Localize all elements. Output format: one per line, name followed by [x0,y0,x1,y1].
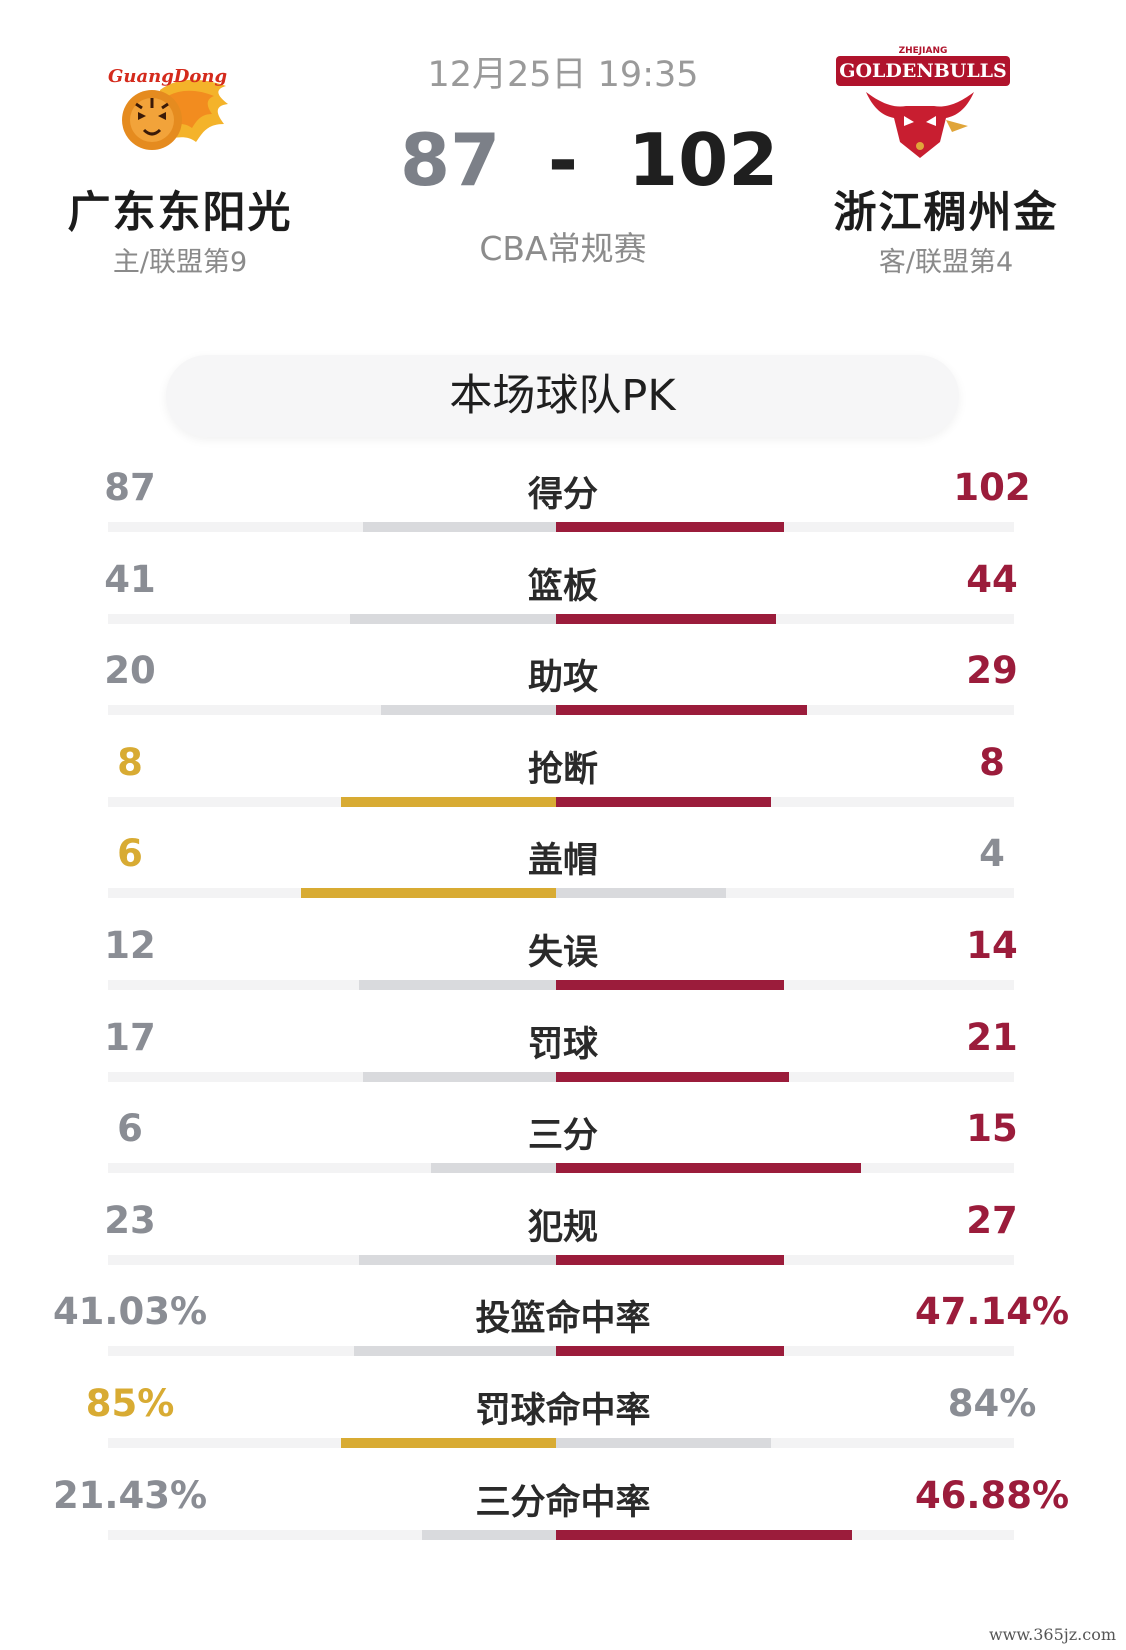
away-stat-bar [556,1529,852,1540]
home-team-rank: 主/联盟第9 [112,247,248,278]
away-score: 102 [628,118,779,202]
stat-label: 失误 [527,933,598,973]
stat-label: 犯规 [527,1207,598,1248]
away-stat-bar [556,888,726,899]
away-stat-bar [556,522,784,532]
match-league: CBA常规赛 [479,229,647,268]
stat-label: 罚球命中率 [475,1391,651,1431]
home-stat-value: 12 [104,924,156,967]
stat-label: 抢断 [527,749,598,790]
stat-label: 三分 [527,1116,598,1157]
away-logo-text: GOLDENBULLS [836,56,1010,86]
stat-label: 助攻 [527,658,598,699]
home-stat-value: 21.43% [52,1473,208,1517]
home-stat-value: 41 [104,557,156,601]
stat-label: 得分 [527,475,598,515]
away-stat-value: 47.14% [914,1290,1070,1334]
stat-row: 87 得分 102 [0,456,1126,552]
away-stat-value: 4 [979,832,1005,876]
tiger-logo-icon [122,79,228,150]
stat-row: 17 罚球 21 [0,1006,1126,1102]
home-stat-value: 87 [104,466,156,509]
stat-row: 85% 罚球命中率 84% [0,1372,1126,1468]
away-stat-value: 102 [953,466,1031,509]
away-stat-bar [556,1346,784,1357]
stat-label: 投篮命中率 [475,1299,651,1340]
stat-label: 篮板 [527,566,598,607]
stat-row: 41 篮板 44 [0,548,1126,644]
bull-logo-icon [866,92,974,158]
home-stat-bar [359,980,556,990]
stat-row: 20 助攻 29 [0,639,1126,735]
home-stat-bar [422,1529,556,1540]
away-stat-value: 14 [966,924,1018,967]
watermark: www.365jz.com [988,1625,1116,1644]
stat-row: 6 盖帽 4 [0,822,1126,918]
home-score: 87 [400,118,501,202]
away-stat-bar [556,1163,861,1174]
home-team-name: 广东东阳光 [67,188,293,238]
stat-row: 8 抢断 8 [0,731,1126,827]
stat-label: 三分命中率 [475,1482,651,1523]
home-stat-bar [350,613,556,624]
away-stat-value: 46.88% [914,1473,1070,1517]
away-stat-bar [556,705,807,716]
match-date: 12月25日 19:35 [427,55,699,95]
stat-row: 6 三分 15 [0,1097,1126,1193]
home-stat-value: 41.03% [52,1290,208,1334]
away-logo-top-text: ZHEJIANG [898,46,948,56]
away-team-rank: 客/联盟第4 [878,247,1014,278]
stat-row: 21.43% 三分命中率 46.88% [0,1464,1126,1560]
away-stat-bar [556,1071,789,1082]
away-logo-cn-text: 浙江 [862,120,893,138]
stat-row: 23 犯规 27 [0,1189,1126,1285]
home-stat-bar [363,1071,556,1082]
away-stat-value: 21 [966,1015,1018,1059]
away-stat-value: 29 [966,649,1018,693]
home-stat-bar [363,522,556,532]
away-stat-bar [556,613,776,624]
home-stat-value: 17 [104,1015,156,1059]
away-stat-value: 84% [947,1382,1037,1425]
stat-row: 12 失误 14 [0,914,1126,1010]
stat-label: 罚球 [527,1024,598,1065]
home-stat-value: 85% [85,1382,175,1425]
away-team-name: 浙江稠州金 [833,188,1059,238]
home-stat-bar [354,1346,556,1357]
home-stat-bar [301,888,556,899]
home-stat-bar [341,796,556,807]
away-stat-value: 8 [979,740,1005,784]
home-stat-bar [431,1163,556,1174]
home-stat-value: 6 [117,1107,143,1151]
home-stat-bar [341,1438,556,1448]
home-stat-bar [359,1254,556,1265]
away-stat-value: 44 [966,557,1018,601]
home-stat-value: 20 [104,649,156,693]
away-stat-bar [556,1254,784,1265]
away-stat-bar [556,796,771,807]
home-logo-text: GuangDong [108,66,228,87]
away-stat-value: 27 [966,1198,1018,1242]
home-stat-bar [381,705,556,716]
away-stat-bar [556,1438,771,1448]
pk-title: 本场球队PK [166,355,959,437]
stat-label: 盖帽 [527,841,598,882]
stat-row: 41.03% 投篮命中率 47.14% [0,1280,1126,1376]
home-stat-value: 6 [117,832,143,876]
score-separator: - [548,118,578,202]
away-stat-bar [556,980,784,990]
home-stat-value: 23 [104,1198,156,1242]
home-stat-value: 8 [117,740,143,784]
away-stat-value: 15 [966,1107,1018,1151]
